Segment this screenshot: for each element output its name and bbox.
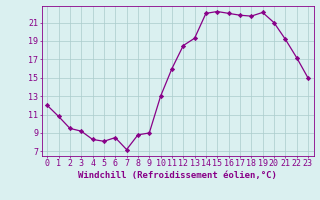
X-axis label: Windchill (Refroidissement éolien,°C): Windchill (Refroidissement éolien,°C) bbox=[78, 171, 277, 180]
